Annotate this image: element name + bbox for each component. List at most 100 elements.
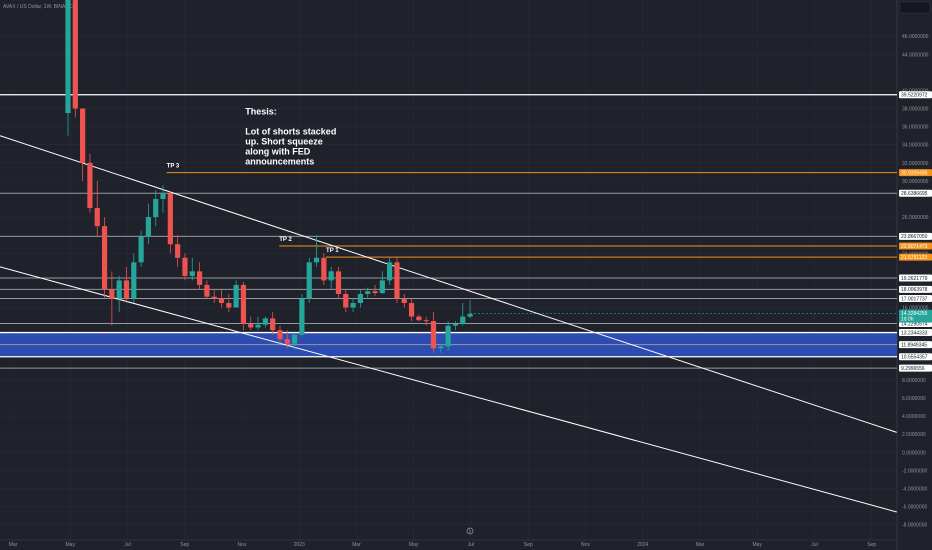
candle-body — [233, 284, 239, 308]
candle-body — [372, 291, 378, 294]
candle-body — [226, 303, 232, 308]
candle-body — [335, 271, 342, 294]
candle — [116, 275, 122, 313]
candle — [452, 321, 459, 331]
candle-body — [72, 0, 78, 109]
price-tick-label: 46.0000000 — [902, 34, 929, 40]
trendline[interactable] — [0, 266, 897, 513]
candle-body — [123, 280, 130, 299]
scale-toggle-button[interactable] — [899, 1, 931, 14]
candle — [131, 253, 137, 304]
candle-body — [299, 298, 305, 335]
level-price-tag — [899, 242, 932, 250]
candle — [233, 280, 239, 308]
price-tick-label: 32.0000000 — [902, 161, 929, 167]
candle — [218, 289, 225, 308]
time-tick-label: 2023 — [294, 542, 305, 548]
candle — [270, 312, 276, 335]
time-tick-label: Jul — [124, 542, 130, 548]
level-price-tag — [899, 364, 932, 372]
trendlines-layer[interactable] — [0, 135, 897, 513]
level-price-tag — [899, 189, 932, 197]
annotation-line: announcements — [245, 157, 314, 167]
trendline[interactable] — [0, 135, 897, 433]
candle — [87, 153, 93, 213]
candle — [175, 235, 181, 267]
candle — [101, 217, 108, 299]
candle-body — [313, 257, 320, 263]
annotation-line: up. Short squeeze — [245, 137, 323, 147]
time-tick-label: Nov — [581, 542, 590, 548]
candle — [321, 253, 327, 285]
candle — [94, 180, 100, 237]
price-tick-label: -2.0000000 — [902, 468, 928, 474]
candle-body — [452, 323, 459, 326]
price-tick-label: 0.0000000 — [902, 450, 926, 456]
candle-body — [430, 321, 437, 349]
price-tick-label: 16.0000000 — [902, 306, 929, 312]
candle — [438, 343, 444, 353]
candle-body — [350, 303, 356, 308]
current-price-tag — [899, 309, 932, 323]
candle-body — [167, 193, 173, 245]
time-tick-label: May — [753, 542, 763, 548]
candle-body — [328, 271, 334, 281]
level-price-tag — [899, 253, 932, 261]
candle — [350, 298, 356, 313]
level-price-tag — [899, 274, 932, 282]
logo-glyph: λ — [469, 529, 472, 535]
level-price-tag — [899, 285, 932, 293]
candle — [262, 316, 268, 328]
level-price-tag — [899, 91, 932, 99]
level-price-label: 14.2290574 — [901, 321, 928, 327]
candle — [299, 293, 305, 337]
candle — [255, 316, 261, 331]
candle-body — [116, 280, 122, 299]
candle — [240, 282, 247, 331]
price-tick-label: 44.0000000 — [902, 52, 929, 58]
annotation-line: along with FED — [245, 147, 310, 157]
level-price-label: 17.0017737 — [901, 296, 928, 302]
candle — [292, 332, 298, 351]
candle — [306, 257, 312, 304]
candle-body — [189, 271, 195, 276]
time-tick-label: Mar — [352, 542, 361, 548]
candle-body — [153, 198, 159, 218]
level-price-label: 39.5220972 — [901, 93, 928, 99]
level-price-tag — [899, 329, 932, 337]
annotation-line: Lot of shorts stacked — [245, 127, 336, 137]
level-price-label: 19.2621779 — [901, 276, 928, 282]
price-tick-label: -8.0000000 — [902, 523, 928, 529]
candle-body — [292, 334, 298, 344]
candle — [160, 185, 166, 213]
candle — [189, 257, 195, 281]
price-tick-label: 6.0000000 — [902, 396, 926, 402]
price-tick-label: 2.0000000 — [902, 432, 926, 438]
level-price-label: 10.5554357 — [901, 355, 928, 361]
candle — [248, 316, 254, 331]
candle-body — [94, 208, 100, 227]
candle-body — [87, 162, 93, 209]
candle-body — [145, 217, 152, 237]
candle — [379, 271, 385, 294]
price-tick-label: 4.0000000 — [902, 414, 926, 420]
candle-body — [379, 280, 385, 294]
candle — [394, 256, 400, 304]
candle-body — [306, 262, 312, 299]
candle-body — [343, 293, 349, 308]
price-tick-label: 30.0000000 — [902, 179, 929, 185]
price-tick-label: -4.0000000 — [902, 486, 928, 492]
candle — [80, 108, 86, 181]
candle-body — [138, 236, 144, 263]
candle — [167, 190, 173, 254]
candle-body — [204, 284, 210, 297]
tradingview-icon[interactable]: λ — [466, 527, 474, 535]
candle-body — [160, 193, 166, 199]
time-tick-label: Jul — [811, 542, 817, 548]
time-tick-label: Nov — [238, 542, 247, 548]
candle — [423, 316, 429, 326]
candle-body — [321, 257, 327, 281]
candle-body — [438, 346, 444, 349]
candle — [123, 266, 130, 304]
